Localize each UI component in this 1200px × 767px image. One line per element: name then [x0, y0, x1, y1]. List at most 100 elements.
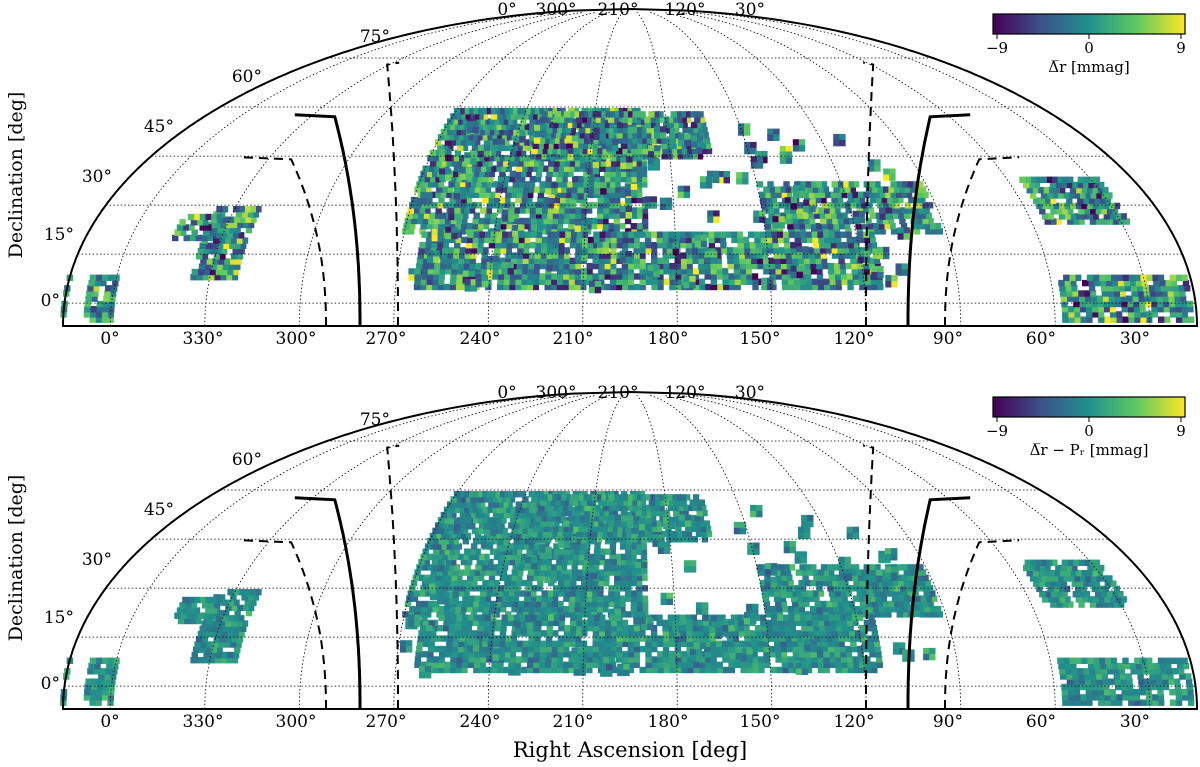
- footprint-cell: [463, 569, 470, 576]
- footprint-cell: [469, 522, 476, 529]
- footprint-cell: [409, 585, 416, 592]
- footprint-cell: [179, 219, 186, 226]
- footprint-cell: [447, 611, 455, 618]
- footprint-cell: [1086, 311, 1093, 318]
- footprint-cell: [437, 517, 445, 524]
- footprint-cell: [463, 590, 470, 597]
- footprint-cell: [598, 175, 605, 183]
- footprint-cell: [703, 520, 710, 527]
- footprint-cell: [416, 564, 423, 571]
- footprint-cell: [717, 171, 724, 178]
- footprint-cell: [860, 585, 867, 592]
- footprint-cell: [769, 191, 777, 198]
- footprint-cell: [834, 590, 841, 597]
- footprint-cell: [449, 579, 456, 587]
- footprint-cell: [909, 186, 916, 193]
- footprint-cell: [499, 506, 506, 513]
- footprint-cell: [594, 494, 602, 501]
- footprint-cell: [1105, 279, 1113, 287]
- footprint-cell: [791, 252, 798, 259]
- footprint-cell: [873, 191, 880, 198]
- footprint-cell: [472, 121, 479, 128]
- footprint-cell: [605, 153, 613, 160]
- footprint-cell: [420, 198, 427, 205]
- footprint-cell: [465, 606, 473, 613]
- footprint-cell: [611, 530, 618, 538]
- footprint-cell: [715, 252, 722, 259]
- footprint-cell: [692, 257, 699, 264]
- dec-tick-label: 0°: [41, 291, 60, 311]
- footprint-cell: [583, 548, 590, 555]
- footprint-cell: [1073, 300, 1080, 308]
- footprint-cell: [416, 257, 424, 264]
- footprint-cell: [1059, 285, 1066, 292]
- footprint-cell: [856, 590, 863, 597]
- footprint-cell: [437, 283, 444, 291]
- footprint-cell: [1127, 311, 1135, 318]
- footprint-cell: [601, 137, 609, 144]
- footprint-cell: [668, 126, 675, 134]
- footprint-cell: [870, 661, 877, 668]
- footprint-cell: [520, 501, 527, 508]
- footprint-cell: [199, 213, 206, 221]
- footprint-cell: [885, 611, 892, 618]
- footprint-cell: [675, 111, 682, 118]
- footprint-cell: [408, 268, 415, 275]
- footprint-cell: [458, 108, 465, 115]
- footprint-cell: [583, 126, 591, 134]
- footprint-cell: [644, 504, 651, 512]
- footprint-cell: [621, 262, 629, 270]
- footprint-cell: [743, 242, 750, 249]
- footprint-cell: [93, 668, 100, 675]
- footprint-cell: [827, 585, 834, 592]
- footprint-cell: [835, 278, 842, 285]
- footprint-cell: [535, 236, 542, 244]
- footprint-cell: [482, 579, 489, 587]
- footprint-cell: [873, 228, 881, 235]
- footprint-cell: [912, 590, 919, 597]
- footprint-cell: [559, 132, 566, 139]
- footprint-cell: [644, 202, 651, 209]
- footprint-cell: [775, 574, 782, 581]
- footprint-cell: [1044, 218, 1051, 225]
- footprint-cell: [901, 181, 908, 188]
- footprint-cell: [879, 611, 886, 618]
- footprint-cell: [736, 172, 743, 179]
- ra-tick-label: 0°: [497, 0, 516, 20]
- footprint-cell: [704, 262, 711, 270]
- footprint-cell: [529, 517, 536, 524]
- footprint-cell: [612, 504, 619, 512]
- footprint-cell: [802, 595, 809, 602]
- footprint-cell: [520, 579, 528, 587]
- footprint-cell: [645, 666, 652, 674]
- footprint-cell: [608, 585, 615, 592]
- footprint-cell: [1036, 202, 1043, 210]
- footprint-cell: [626, 111, 633, 118]
- footprint-cell: [465, 173, 473, 180]
- colorbar-label: Δ̅r [mmag]: [1048, 58, 1129, 76]
- footprint-cell: [545, 606, 552, 613]
- footprint-cell: [695, 147, 703, 155]
- footprint-cell: [541, 509, 548, 517]
- colorbar-tick-label: 9: [1176, 39, 1186, 57]
- footprint-cell: [556, 121, 564, 129]
- footprint-cell: [639, 273, 646, 280]
- footprint-cell: [516, 527, 523, 534]
- panel-top-galactic-plane: [241, 61, 1020, 326]
- ra-grid-line: [663, 11, 867, 327]
- footprint-cell: [413, 611, 420, 618]
- footprint-cell: [905, 191, 913, 198]
- footprint-cell: [541, 147, 548, 155]
- footprint-cell: [587, 242, 594, 249]
- footprint-cell: [534, 130, 541, 138]
- footprint-cell: [490, 123, 497, 130]
- footprint-cell: [523, 155, 530, 162]
- footprint-cell: [407, 611, 415, 618]
- footprint-cell: [818, 191, 826, 198]
- footprint-cell: [534, 175, 542, 183]
- footprint-cell: [621, 656, 629, 663]
- footprint-cell: [785, 257, 793, 264]
- footprint-cell: [453, 564, 461, 571]
- footprint-cell: [521, 278, 528, 285]
- footprint-cell: [477, 113, 484, 120]
